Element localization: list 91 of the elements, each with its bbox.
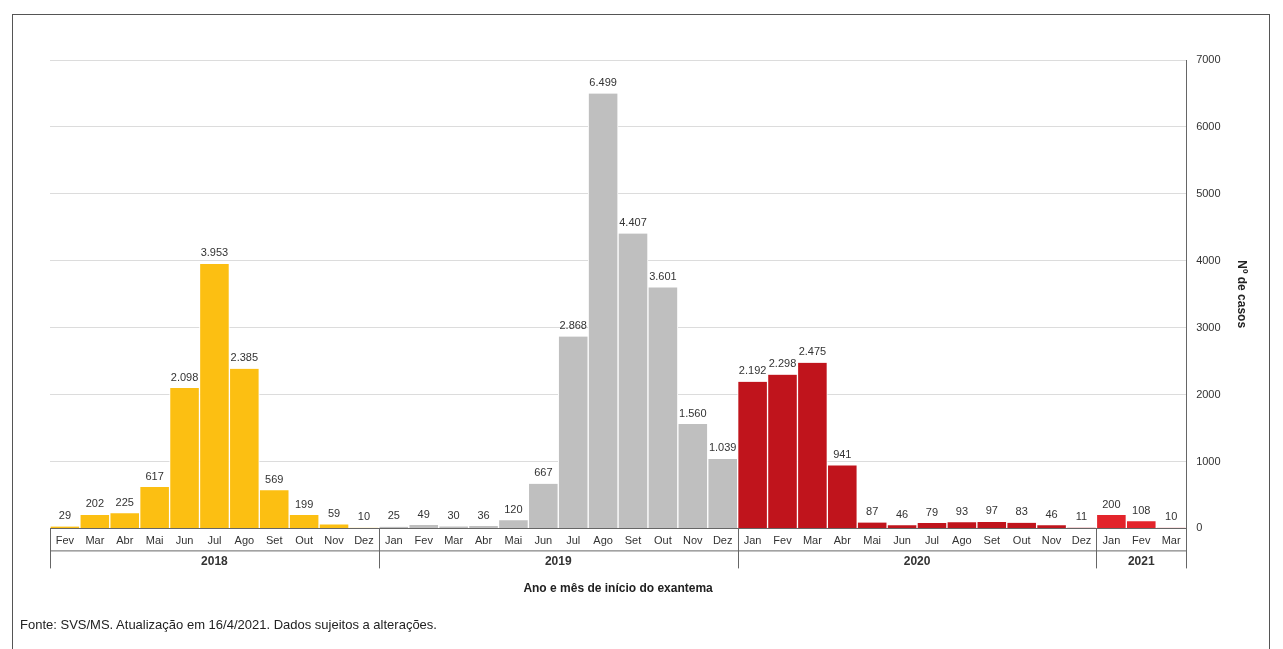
x-tick-label: Abr <box>474 534 493 547</box>
x-tick-label: Set <box>265 534 283 547</box>
data-label: 2.192 <box>738 364 767 377</box>
x-tick-label: Mar <box>802 534 823 547</box>
y-tick-label: 2000 <box>1196 387 1221 400</box>
data-label: 29 <box>58 508 72 521</box>
data-label: 25 <box>387 509 400 522</box>
x-tick-label: Out <box>295 534 313 547</box>
x-tick-label: Jun <box>893 534 911 547</box>
data-label: 3.601 <box>649 269 677 282</box>
x-tick-label: Ago <box>234 534 255 547</box>
data-label: 30 <box>447 508 460 521</box>
data-label: 617 <box>145 469 164 482</box>
text: 2021 <box>1127 553 1155 568</box>
data-label: 2.098 <box>170 370 199 383</box>
source-note: Fonte: SVS/MS. Atualização em 16/4/2021. Dados sujeitos a alterações. <box>20 617 437 632</box>
data-label: 6.499 <box>589 76 617 89</box>
x-tick-label: Dez <box>354 534 374 547</box>
x-tick-label: Ago <box>952 534 972 547</box>
data-label: 2.475 <box>798 345 827 358</box>
x-tick-label: Fev <box>1132 534 1151 547</box>
x-tick-label: Fev <box>773 534 793 547</box>
data-label: 49 <box>417 507 430 520</box>
x-tick-label: Jul <box>207 534 222 547</box>
x-tick-label: Mai <box>863 534 882 547</box>
data-label: 10 <box>1165 510 1178 523</box>
y-tick-label: 3000 <box>1196 320 1221 333</box>
x-tick-label: Fev <box>55 534 75 547</box>
data-label: 108 <box>1132 503 1151 516</box>
data-label: 83 <box>1015 505 1028 518</box>
data-label: 10 <box>357 510 371 523</box>
data-label: 1.039 <box>708 441 737 454</box>
data-label: 667 <box>534 466 553 479</box>
x-tick-label: Dez <box>712 534 733 547</box>
x-tick-label: Nov <box>1041 534 1062 547</box>
data-label: 225 <box>115 495 134 508</box>
x-tick-label: Dez <box>1071 534 1092 547</box>
x-tick-label: Jan <box>1102 534 1121 547</box>
x-tick-label: Jul <box>566 534 581 547</box>
data-label: 120 <box>504 502 523 515</box>
x-tick-label: Jun <box>175 534 194 547</box>
data-label: 4.407 <box>619 216 647 229</box>
x-tick-label: Jun <box>534 534 553 547</box>
x-tick-label: Out <box>1012 534 1031 547</box>
x-tick-label: Abr <box>116 534 134 547</box>
x-tick-label: Set <box>624 534 642 547</box>
text: 2019 <box>544 553 572 568</box>
data-label: 11 <box>1075 510 1088 523</box>
y-tick-label: 6000 <box>1196 119 1221 132</box>
x-tick-label: Mai <box>145 534 164 547</box>
data-label: 1.560 <box>679 406 707 419</box>
data-label: 2.868 <box>559 319 587 332</box>
x-tick-label: Set <box>983 534 1001 547</box>
data-label: 202 <box>85 497 105 510</box>
data-label: 2.385 <box>230 351 259 364</box>
y-axis-title: Nº de casos <box>1235 260 1250 329</box>
data-label: 87 <box>866 505 879 518</box>
text: 2018 <box>201 553 229 568</box>
x-tick-label: Mar <box>1161 534 1181 547</box>
x-tick-label: Out <box>654 534 672 547</box>
data-label: 36 <box>477 508 490 521</box>
data-label: 569 <box>265 472 284 485</box>
y-tick-label: 0 <box>1196 521 1203 534</box>
y-tick-label: 5000 <box>1196 186 1221 199</box>
data-label: 941 <box>833 447 852 460</box>
y-tick-label: 1000 <box>1196 454 1221 467</box>
x-axis-title: Ano e mês de início do exantema <box>523 581 714 596</box>
y-tick-label: 7000 <box>1196 53 1221 66</box>
x-tick-label: Fev <box>414 534 434 547</box>
data-label: 3.953 <box>200 246 229 259</box>
x-tick-label: Ago <box>593 534 613 547</box>
x-tick-label: Abr <box>833 534 852 547</box>
data-label: 79 <box>925 505 939 518</box>
data-label: 93 <box>955 504 969 517</box>
data-label: 59 <box>327 506 341 519</box>
data-label: 46 <box>895 507 909 520</box>
x-tick-label: Nov <box>324 534 345 547</box>
data-label: 200 <box>1102 497 1121 510</box>
x-tick-label: Mai <box>504 534 523 547</box>
x-tick-label: Mar <box>444 534 464 547</box>
text: 2020 <box>903 553 931 568</box>
data-label: 46 <box>1045 507 1058 520</box>
x-tick-label: Jul <box>924 534 940 547</box>
data-label: 199 <box>294 497 314 510</box>
data-label: 2.298 <box>768 357 797 370</box>
data-label: 97 <box>985 504 998 517</box>
x-tick-label: Jan <box>384 534 403 547</box>
x-tick-label: Mar <box>85 534 105 547</box>
y-tick-label: 4000 <box>1196 253 1221 266</box>
x-tick-label: Nov <box>683 534 704 547</box>
x-tick-label: Jan <box>743 534 762 547</box>
